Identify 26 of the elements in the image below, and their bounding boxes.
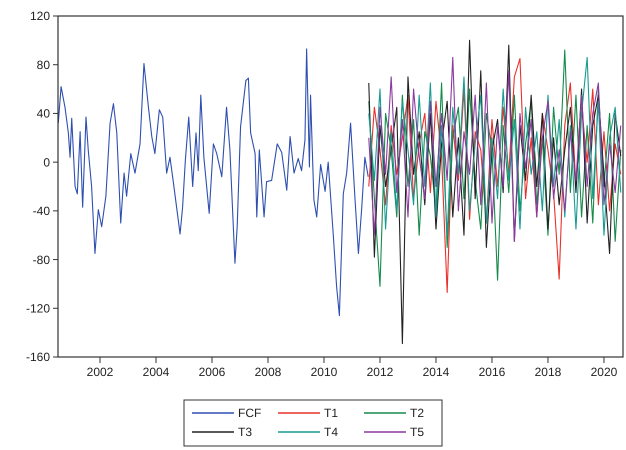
y-tick-label: -160: [26, 350, 50, 364]
y-tick-label: 0: [43, 155, 50, 170]
x-tick-label: 2020: [590, 365, 618, 379]
y-tick-label: 40: [36, 106, 50, 121]
x-tick-label: 2004: [142, 365, 170, 379]
legend-label: T5: [410, 425, 424, 440]
y-tick-label: -80: [32, 252, 50, 267]
x-tick-label: 2012: [366, 365, 394, 379]
x-tick-label: 2008: [254, 365, 282, 379]
y-tick-label: 80: [36, 58, 50, 72]
y-tick-label: 120: [30, 9, 50, 24]
legend-label: T2: [410, 406, 424, 420]
x-tick-label: 2002: [86, 365, 114, 379]
legend-label: T4: [324, 425, 338, 440]
x-tick-label: 2010: [310, 365, 338, 379]
legend-label: FCF: [238, 406, 262, 420]
x-tick-label: 2018: [534, 365, 562, 379]
line-series: [368, 40, 622, 344]
legend-label: T1: [324, 406, 338, 420]
x-tick-label: 2016: [478, 365, 506, 379]
y-tick-label: -40: [32, 204, 50, 218]
line-series: [58, 48, 369, 316]
x-tick-label: 2014: [422, 365, 450, 379]
x-tick-label: 2006: [198, 365, 226, 379]
legend-label: T3: [238, 425, 252, 440]
y-tick-label: -120: [26, 301, 50, 316]
